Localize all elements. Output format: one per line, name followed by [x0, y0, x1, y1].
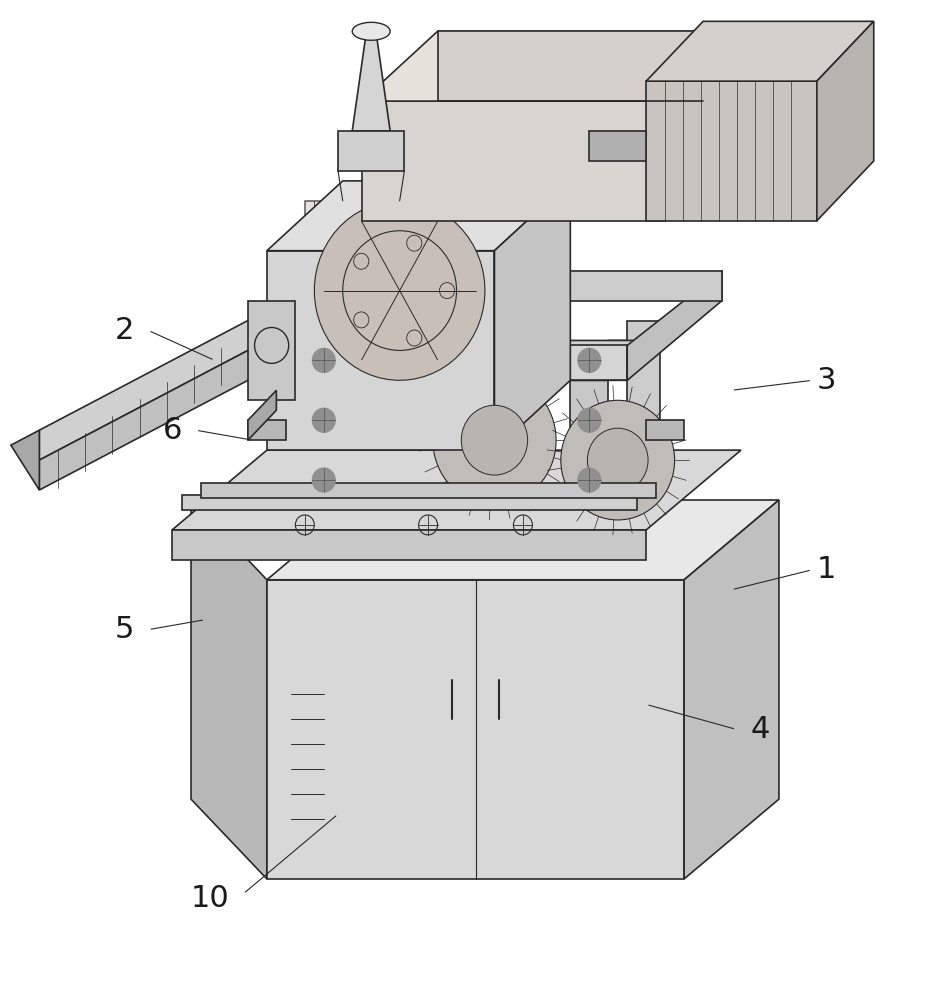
Polygon shape [571, 340, 646, 380]
Polygon shape [590, 131, 646, 161]
Polygon shape [646, 81, 817, 221]
Circle shape [588, 428, 648, 492]
Polygon shape [172, 450, 741, 530]
Text: 10: 10 [190, 884, 229, 913]
Polygon shape [172, 530, 646, 560]
Circle shape [578, 408, 601, 432]
Polygon shape [267, 251, 495, 450]
Polygon shape [305, 201, 495, 380]
Bar [305, 380, 342, 500]
Bar [248, 301, 296, 400]
Bar [571, 380, 609, 500]
Text: 1: 1 [817, 555, 836, 584]
Polygon shape [267, 580, 684, 879]
Text: 4: 4 [750, 715, 769, 744]
Circle shape [313, 348, 335, 372]
Polygon shape [39, 311, 267, 460]
Polygon shape [361, 31, 741, 101]
Polygon shape [817, 21, 874, 221]
Polygon shape [315, 201, 485, 380]
Polygon shape [338, 131, 404, 171]
Polygon shape [352, 31, 390, 131]
Polygon shape [267, 181, 571, 251]
Circle shape [313, 408, 335, 432]
Circle shape [578, 468, 601, 492]
Polygon shape [248, 390, 277, 440]
Text: 2: 2 [115, 316, 134, 345]
Circle shape [578, 348, 601, 372]
Polygon shape [437, 31, 703, 101]
Polygon shape [380, 271, 722, 301]
Polygon shape [361, 101, 665, 221]
Polygon shape [665, 31, 741, 221]
Circle shape [433, 375, 556, 505]
Text: 5: 5 [115, 615, 134, 644]
Polygon shape [305, 340, 380, 380]
Polygon shape [286, 340, 665, 380]
Polygon shape [39, 340, 267, 490]
Polygon shape [628, 271, 722, 380]
Circle shape [313, 468, 335, 492]
Polygon shape [182, 495, 637, 510]
Polygon shape [191, 500, 267, 879]
Polygon shape [248, 420, 286, 440]
Circle shape [561, 400, 674, 520]
Bar [286, 345, 628, 380]
Polygon shape [10, 430, 39, 490]
Text: 3: 3 [817, 366, 836, 395]
Ellipse shape [352, 22, 390, 40]
Polygon shape [495, 181, 571, 450]
Polygon shape [646, 21, 874, 81]
Polygon shape [646, 420, 684, 440]
Bar [628, 320, 660, 440]
Polygon shape [286, 271, 380, 380]
Bar [361, 320, 395, 440]
Circle shape [461, 405, 528, 475]
Polygon shape [684, 500, 779, 879]
Polygon shape [267, 500, 779, 580]
Text: 6: 6 [163, 416, 182, 445]
Polygon shape [201, 483, 655, 498]
